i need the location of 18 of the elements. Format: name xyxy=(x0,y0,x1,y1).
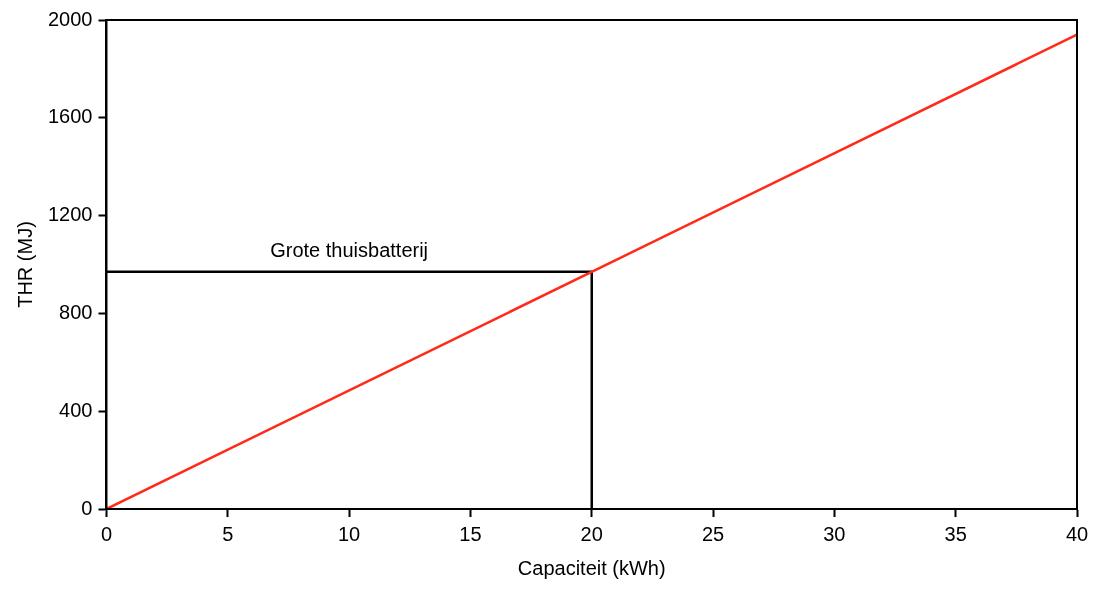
y-tick-label: 400 xyxy=(59,398,93,421)
x-tick-label: 35 xyxy=(944,522,967,545)
x-tick-label: 5 xyxy=(222,522,234,545)
y-axis-title: THR (MJ) xyxy=(13,221,36,308)
x-tick-label: 10 xyxy=(337,522,361,545)
y-tick-label: 1600 xyxy=(47,105,93,128)
x-tick-label: 0 xyxy=(100,522,113,545)
x-tick-label: 20 xyxy=(580,522,603,545)
y-tick-label: 800 xyxy=(59,300,93,323)
x-tick-label: 40 xyxy=(1065,522,1089,545)
x-tick-label: 15 xyxy=(459,522,482,545)
x-tick-label: 30 xyxy=(823,522,846,545)
y-tick-label: 1200 xyxy=(47,203,93,226)
annotation: Grote thuisbatterij xyxy=(270,239,429,262)
y-tick-label: 2000 xyxy=(47,7,93,30)
y-tick-label: 0 xyxy=(81,496,93,519)
x-tick-label: 25 xyxy=(701,522,725,545)
x-axis-title: Capaciteit (kWh) xyxy=(517,556,666,579)
